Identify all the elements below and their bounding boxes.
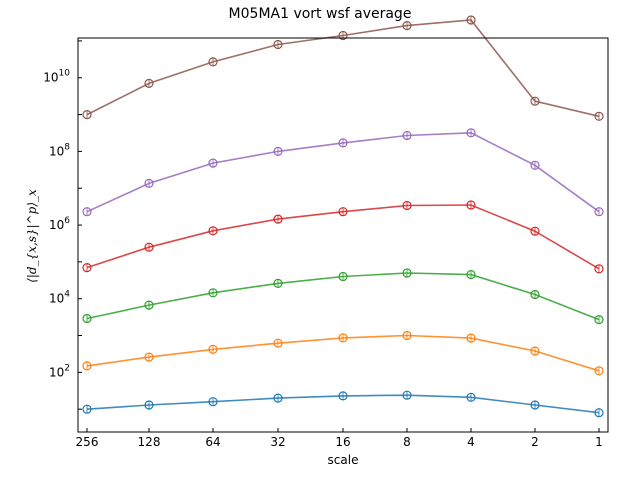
x-tick-label: 1 — [595, 435, 603, 449]
x-tick-label: 32 — [270, 435, 285, 449]
x-tick-label: 64 — [205, 435, 220, 449]
y-axis-label: ⟨|d_{x,s}|^p⟩_x — [25, 189, 39, 283]
y-tick-label: 106 — [49, 216, 70, 232]
x-tick-label: 256 — [76, 435, 99, 449]
y-tick-label: 1010 — [43, 69, 70, 85]
series-layer — [82, 15, 604, 418]
x-axis-label: scale — [328, 453, 359, 467]
x-tick-label: 16 — [335, 435, 350, 449]
ticks-layer: 256 128 64 32 16 8 4 2 1 102 104 106 108 1010 — [43, 40, 603, 449]
y-tick-label: 102 — [49, 363, 70, 379]
y-tick-label: 108 — [49, 142, 70, 158]
x-tick-label: 2 — [531, 435, 539, 449]
x-tick-label: 128 — [138, 435, 161, 449]
plot-frame — [77, 37, 609, 433]
x-tick-label: 4 — [467, 435, 475, 449]
y-tick-label: 104 — [49, 290, 70, 306]
x-tick-label: 8 — [403, 435, 411, 449]
chart-title: M05MA1 vort wsf average — [228, 6, 412, 22]
